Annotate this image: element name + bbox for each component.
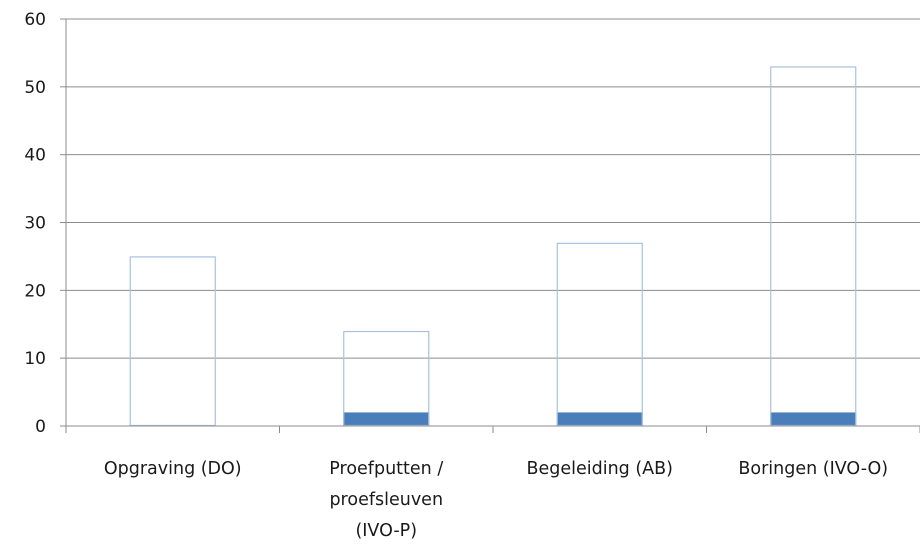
y-tick-label: 30	[24, 214, 46, 234]
y-tick-label: 40	[24, 146, 46, 166]
x-category-label: proefsleuven	[329, 490, 443, 510]
y-tick-label: 50	[24, 78, 46, 98]
bars	[129, 66, 857, 427]
x-category-label: Opgraving (DO)	[104, 459, 242, 479]
y-tick-label: 10	[24, 349, 46, 369]
bar-outline	[129, 256, 216, 427]
x-category-label: Begeleiding (AB)	[526, 459, 673, 479]
gridlines	[66, 18, 920, 359]
bar-outline	[556, 242, 643, 427]
bar-filled	[556, 412, 643, 426]
bar-filled	[343, 412, 430, 426]
x-category-label: Proefputten /	[329, 459, 443, 479]
y-tick-label: 20	[24, 281, 46, 301]
labels: 0 10 20 30 40 50 60 Opgraving (DO) Proefputten /…	[24, 10, 888, 541]
x-category-label: (IVO-P)	[355, 521, 417, 541]
bar-outline	[770, 66, 857, 427]
bar-filled	[770, 412, 857, 426]
y-tick-label: 0	[35, 417, 46, 437]
axes	[60, 18, 920, 433]
bar-outline	[343, 330, 430, 427]
y-tick-label: 60	[24, 10, 46, 30]
x-category-label: Boringen (IVO-O)	[738, 459, 888, 479]
